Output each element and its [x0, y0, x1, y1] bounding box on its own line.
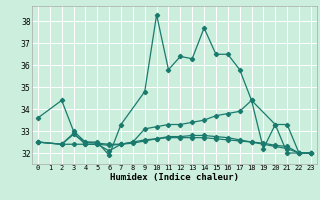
- X-axis label: Humidex (Indice chaleur): Humidex (Indice chaleur): [110, 173, 239, 182]
